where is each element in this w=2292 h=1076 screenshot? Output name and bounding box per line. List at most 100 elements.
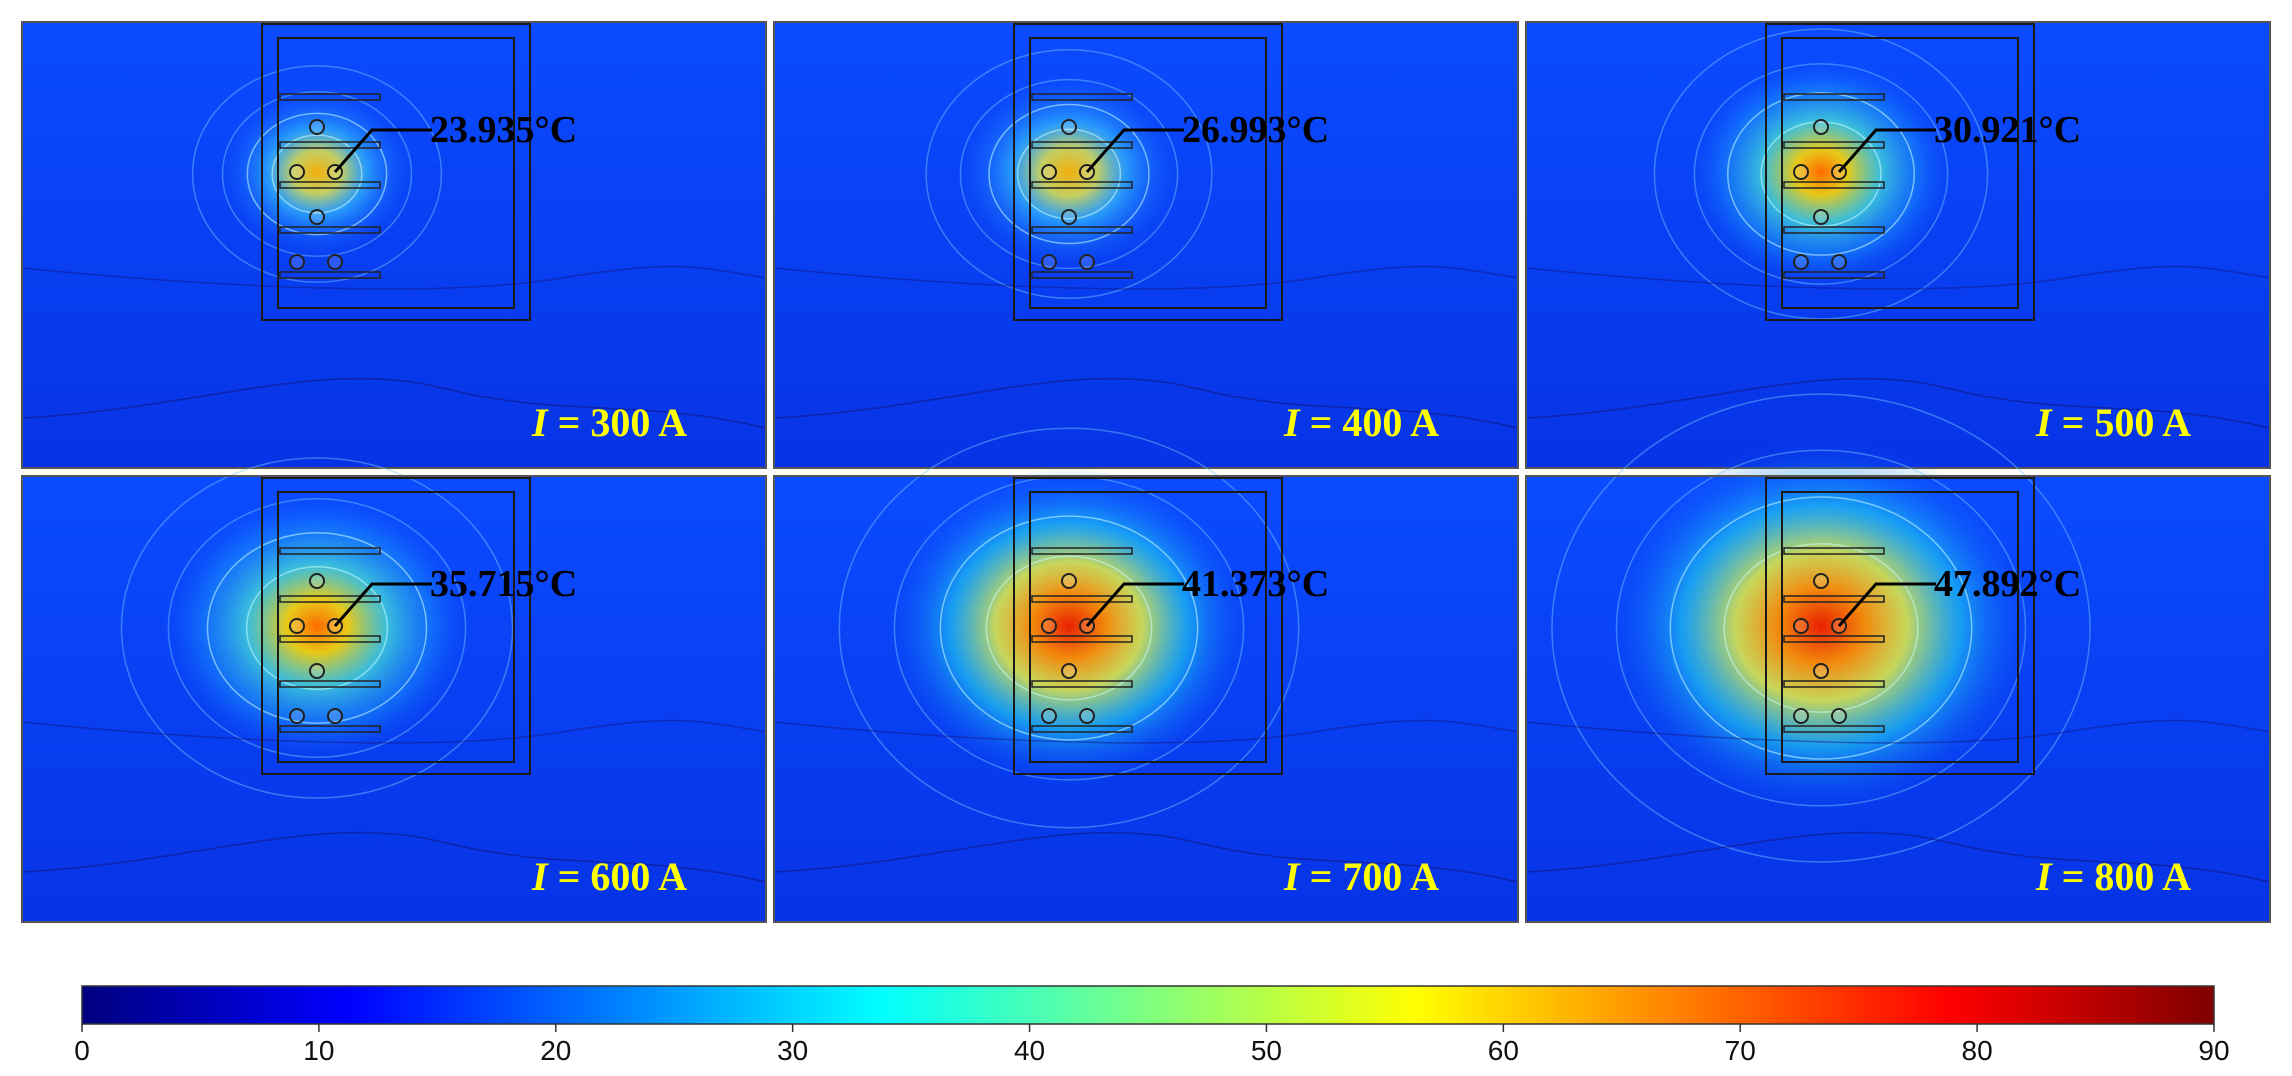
- leader-line: [1837, 128, 1936, 173]
- panel: 23.935°C I = 300 A: [21, 21, 767, 469]
- cable: [1813, 209, 1829, 225]
- colorbar-tick-label: 80: [1962, 1035, 1993, 1066]
- cable: [1793, 164, 1809, 180]
- isotherms: [1551, 393, 2091, 863]
- isotherm-line: [939, 515, 1199, 741]
- trench-outer: [1765, 477, 2035, 775]
- cable: [309, 209, 325, 225]
- isotherm-line: [838, 427, 1300, 829]
- leader-line: [1085, 582, 1184, 627]
- trench-inner: [277, 37, 515, 309]
- panel: 26.993°C I = 400 A: [773, 21, 1519, 469]
- colorbar-tick-label: 0: [74, 1035, 90, 1066]
- colorbar-tick-label: 50: [1251, 1035, 1282, 1066]
- isotherm-line: [1525, 265, 2271, 290]
- trench-outer: [261, 23, 531, 321]
- isotherm-line: [191, 65, 443, 283]
- colorbar-tick-label: 10: [303, 1035, 334, 1066]
- cable: [1061, 663, 1077, 679]
- trench-inner: [1029, 491, 1267, 763]
- cable-tray: [1783, 226, 1885, 234]
- cable-tray: [1783, 271, 1885, 279]
- isotherm-line: [1551, 393, 2091, 863]
- cable-tray: [1031, 93, 1133, 101]
- cable: [1061, 209, 1077, 225]
- max-temperature-label: 47.892°C: [1934, 563, 2081, 605]
- current-value: = 300 A: [548, 400, 688, 445]
- current-symbol: I: [531, 854, 549, 899]
- trench-inner: [1029, 37, 1267, 309]
- isotherm-line: [206, 532, 428, 724]
- current-value: = 800 A: [2052, 854, 2192, 899]
- colorbar: 0 10 20 30 40 50 60 70 80 90: [74, 985, 2230, 1066]
- isotherm-line: [246, 112, 388, 236]
- cable: [309, 663, 325, 679]
- cable: [289, 708, 305, 724]
- cable: [1831, 254, 1847, 270]
- isotherm-line: [1669, 496, 1973, 760]
- cable-tray: [279, 680, 381, 688]
- trench-inner: [1781, 37, 2019, 309]
- cable: [1813, 663, 1829, 679]
- current-symbol: I: [1283, 854, 1301, 899]
- current-value: = 500 A: [2052, 400, 2192, 445]
- cable: [1793, 708, 1809, 724]
- cable: [327, 708, 343, 724]
- cable: [1793, 254, 1809, 270]
- current-value: = 600 A: [548, 854, 688, 899]
- current-label: I = 300 A: [531, 400, 687, 445]
- colorbar-tick-label: 90: [2198, 1035, 2229, 1066]
- cable-tray: [1783, 595, 1885, 603]
- panel: 47.892°C I = 800 A: [1525, 393, 2271, 923]
- cable-tray: [279, 635, 381, 643]
- cable-tray: [1031, 181, 1133, 189]
- cable-tray: [1031, 271, 1133, 279]
- colorbar-tick-label: 70: [1725, 1035, 1756, 1066]
- isotherm-line: [1726, 92, 1916, 256]
- cable: [1061, 573, 1077, 589]
- cable: [1813, 573, 1829, 589]
- isotherm-line: [1693, 63, 1949, 285]
- cable-tray: [1031, 680, 1133, 688]
- isotherm-line: [988, 103, 1150, 245]
- isotherms: [120, 457, 514, 799]
- isotherms: [191, 65, 443, 283]
- trench-inner: [277, 491, 515, 763]
- panel-border: [773, 475, 1519, 923]
- isotherm-line: [1525, 377, 2271, 429]
- panel: 30.921°C I = 500 A: [1525, 21, 2271, 469]
- max-temperature-label: 26.993°C: [1182, 109, 1329, 151]
- cable-tray: [1031, 141, 1133, 149]
- isotherm-line: [925, 49, 1213, 299]
- cable: [289, 618, 305, 634]
- cable-tray: [1783, 547, 1885, 555]
- isotherm-line: [1723, 543, 1919, 713]
- current-label: I = 600 A: [531, 854, 687, 899]
- isotherm-line: [120, 457, 514, 799]
- isotherm-line: [1615, 449, 2027, 807]
- trench-outer: [1013, 477, 1283, 775]
- leader-line: [1085, 128, 1184, 173]
- isotherm-line: [21, 831, 767, 883]
- colorbar-tick-label: 60: [1488, 1035, 1519, 1066]
- colorbar-tick-label: 20: [540, 1035, 571, 1066]
- current-label: I = 800 A: [2035, 854, 2191, 899]
- cable-tray: [1031, 595, 1133, 603]
- cable-tray: [1031, 635, 1133, 643]
- panel-border: [21, 475, 767, 923]
- cable-tray: [279, 595, 381, 603]
- isotherm-line: [959, 78, 1179, 270]
- cable: [309, 573, 325, 589]
- cable: [1831, 708, 1847, 724]
- current-label: I = 400 A: [1283, 400, 1439, 445]
- isotherm-line: [1653, 28, 1989, 320]
- trench-outer: [261, 477, 531, 775]
- isotherm-line: [21, 265, 767, 290]
- cable-tray: [279, 181, 381, 189]
- colorbar-tick-label: 30: [777, 1035, 808, 1066]
- cable: [1793, 618, 1809, 634]
- cable-tray: [279, 271, 381, 279]
- cable-tray: [1031, 226, 1133, 234]
- current-symbol: I: [1283, 400, 1301, 445]
